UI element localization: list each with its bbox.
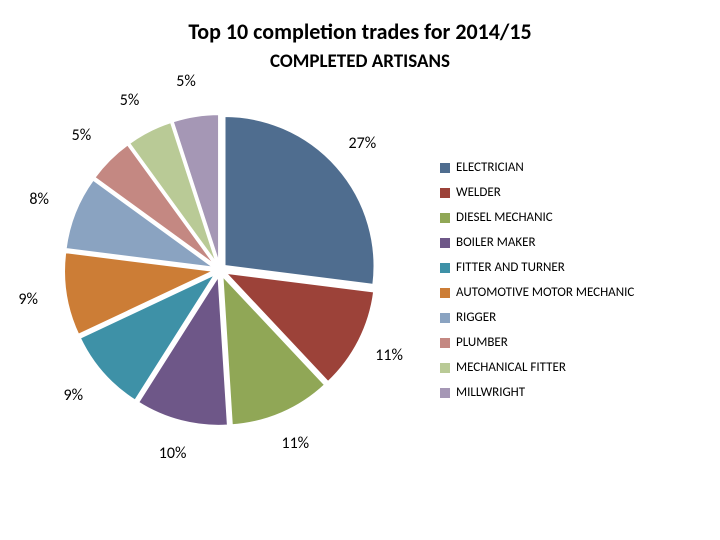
chart-subtitle: COMPLETED ARTISANS xyxy=(0,50,720,73)
legend-swatch xyxy=(440,163,450,173)
legend-swatch xyxy=(440,288,450,298)
legend-swatch xyxy=(440,338,450,348)
slice-pct-label: 27% xyxy=(349,134,377,153)
legend-item: AUTOMOTIVE MOTOR MECHANIC xyxy=(440,285,634,300)
pie-chart: 27%11%11%10%9%9%8%5%5%5% xyxy=(60,110,380,430)
legend-label: WELDER xyxy=(456,185,501,200)
legend-item: WELDER xyxy=(440,185,634,200)
legend-item: PLUMBER xyxy=(440,335,634,350)
slice-pct-label: 9% xyxy=(18,290,38,309)
slice-pct-label: 5% xyxy=(176,72,196,91)
slice-pct-label: 11% xyxy=(281,434,309,453)
slice-pct-label: 11% xyxy=(375,346,403,365)
slice-pct-label: 5% xyxy=(120,91,140,110)
legend-swatch xyxy=(440,363,450,373)
legend-swatch xyxy=(440,263,450,273)
legend: ELECTRICIAN WELDER DIESEL MECHANIC BOILER M… xyxy=(440,160,634,410)
legend-swatch xyxy=(440,313,450,323)
legend-swatch xyxy=(440,238,450,248)
legend-item: RIGGER xyxy=(440,310,634,325)
legend-label: BOILER MAKER xyxy=(456,235,536,250)
legend-label: FITTER AND TURNER xyxy=(456,260,565,275)
legend-label: DIESEL MECHANIC xyxy=(456,210,553,225)
legend-item: ELECTRICIAN xyxy=(440,160,634,175)
slice-pct-label: 8% xyxy=(29,190,49,209)
legend-item: DIESEL MECHANIC xyxy=(440,210,634,225)
slice-pct-label: 9% xyxy=(63,386,83,405)
legend-item: FITTER AND TURNER xyxy=(440,260,634,275)
legend-swatch xyxy=(440,188,450,198)
slice-pct-label: 5% xyxy=(72,126,92,145)
legend-swatch xyxy=(440,213,450,223)
legend-label: MILLWRIGHT xyxy=(456,385,525,400)
slice-pct-label: 10% xyxy=(159,444,187,463)
legend-swatch xyxy=(440,388,450,398)
legend-label: MECHANICAL FITTER xyxy=(456,360,566,375)
chart-title: Top 10 completion trades for 2014/15 xyxy=(0,18,720,45)
legend-label: RIGGER xyxy=(456,310,496,325)
legend-label: AUTOMOTIVE MOTOR MECHANIC xyxy=(456,285,634,300)
legend-label: ELECTRICIAN xyxy=(456,160,524,175)
legend-item: MILLWRIGHT xyxy=(440,385,634,400)
legend-item: MECHANICAL FITTER xyxy=(440,360,634,375)
pie-svg xyxy=(60,110,380,430)
legend-item: BOILER MAKER xyxy=(440,235,634,250)
legend-label: PLUMBER xyxy=(456,335,508,350)
